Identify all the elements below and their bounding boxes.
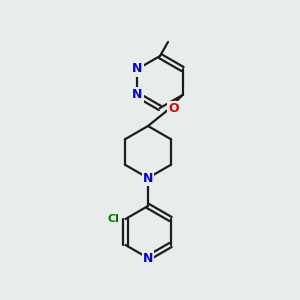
Text: Cl: Cl (107, 214, 119, 224)
Text: N: N (132, 62, 143, 76)
Text: N: N (143, 251, 153, 265)
Text: O: O (168, 102, 178, 115)
Text: N: N (143, 172, 153, 184)
Text: N: N (132, 88, 143, 101)
